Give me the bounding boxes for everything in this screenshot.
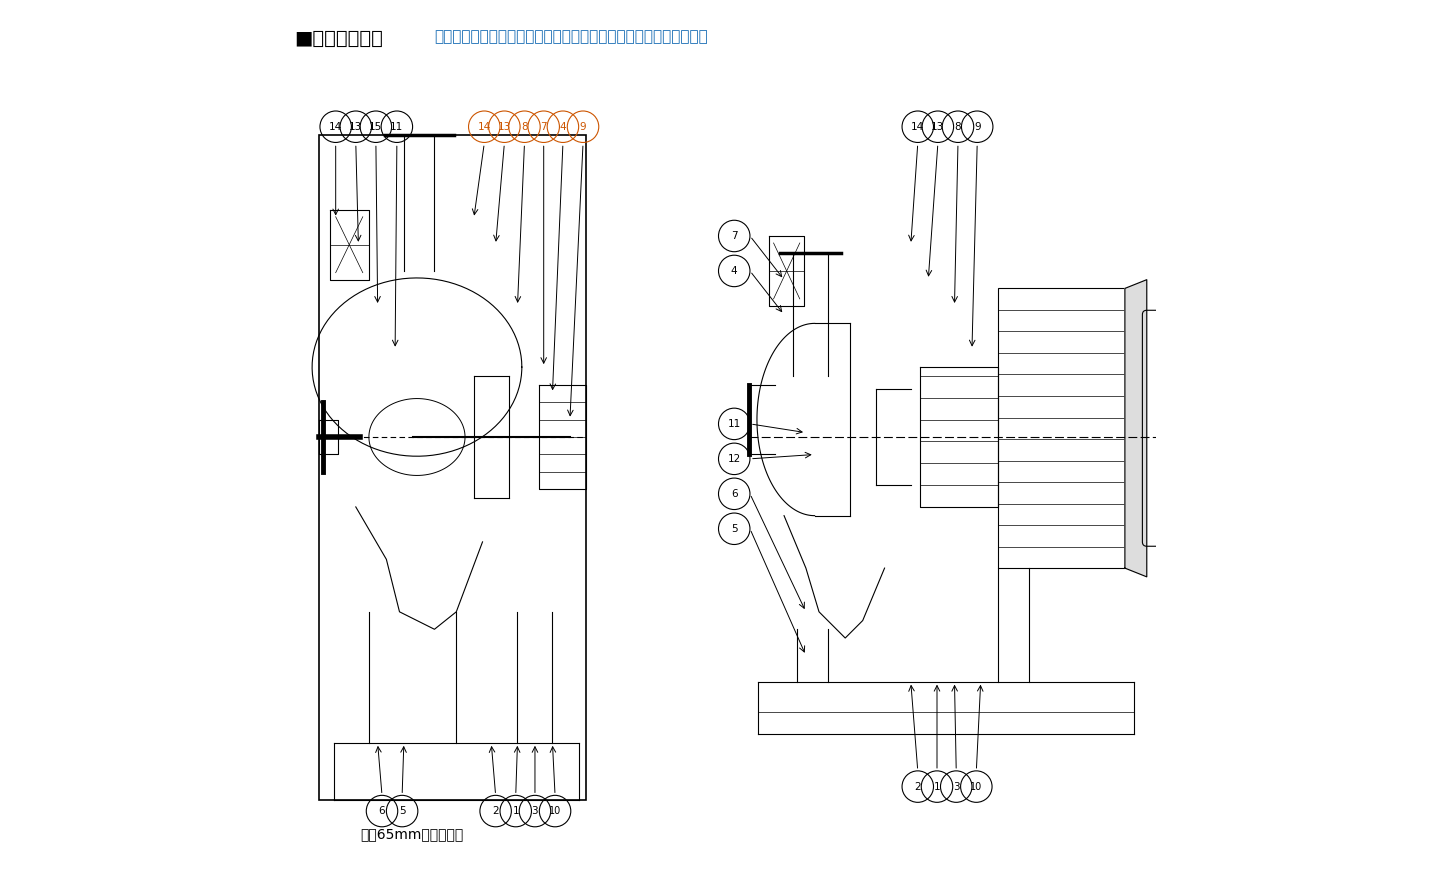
Text: 口径65mm以上の場合: 口径65mm以上の場合 <box>361 827 463 841</box>
Text: 2: 2 <box>914 781 921 792</box>
Text: 5: 5 <box>399 806 405 816</box>
Text: 6: 6 <box>731 489 737 499</box>
Text: 14: 14 <box>329 121 342 132</box>
Text: 11: 11 <box>391 121 404 132</box>
Bar <box>999 288 1125 568</box>
Text: 13: 13 <box>497 121 512 132</box>
Text: ■部品配置図例: ■部品配置図例 <box>295 29 384 48</box>
Text: 7: 7 <box>540 121 547 132</box>
Text: 14: 14 <box>911 121 924 132</box>
Text: 6: 6 <box>379 806 385 816</box>
Text: 11: 11 <box>727 419 741 429</box>
Text: 14: 14 <box>477 121 491 132</box>
Bar <box>319 135 586 800</box>
Text: 8: 8 <box>954 121 961 132</box>
Text: 10: 10 <box>549 806 562 816</box>
Text: 1: 1 <box>934 781 940 792</box>
Text: 10: 10 <box>970 781 983 792</box>
Text: 8: 8 <box>522 121 527 132</box>
Text: ポンプの図は代表図であり、機種によって異なる場合があります。: ポンプの図は代表図であり、機種によって異なる場合があります。 <box>434 29 708 44</box>
Text: 9: 9 <box>974 121 980 132</box>
Text: 5: 5 <box>731 524 737 534</box>
Text: 13: 13 <box>931 121 944 132</box>
Text: 12: 12 <box>727 454 741 464</box>
Polygon shape <box>1125 280 1147 577</box>
Text: 9: 9 <box>579 121 586 132</box>
Text: 4: 4 <box>559 121 566 132</box>
Text: 7: 7 <box>731 231 737 241</box>
Text: 3: 3 <box>532 806 539 816</box>
Text: 13: 13 <box>349 121 362 132</box>
Text: 3: 3 <box>953 781 960 792</box>
Text: 15: 15 <box>369 121 382 132</box>
Text: 1: 1 <box>513 806 519 816</box>
Text: 2: 2 <box>493 806 499 816</box>
Text: 4: 4 <box>731 266 737 276</box>
